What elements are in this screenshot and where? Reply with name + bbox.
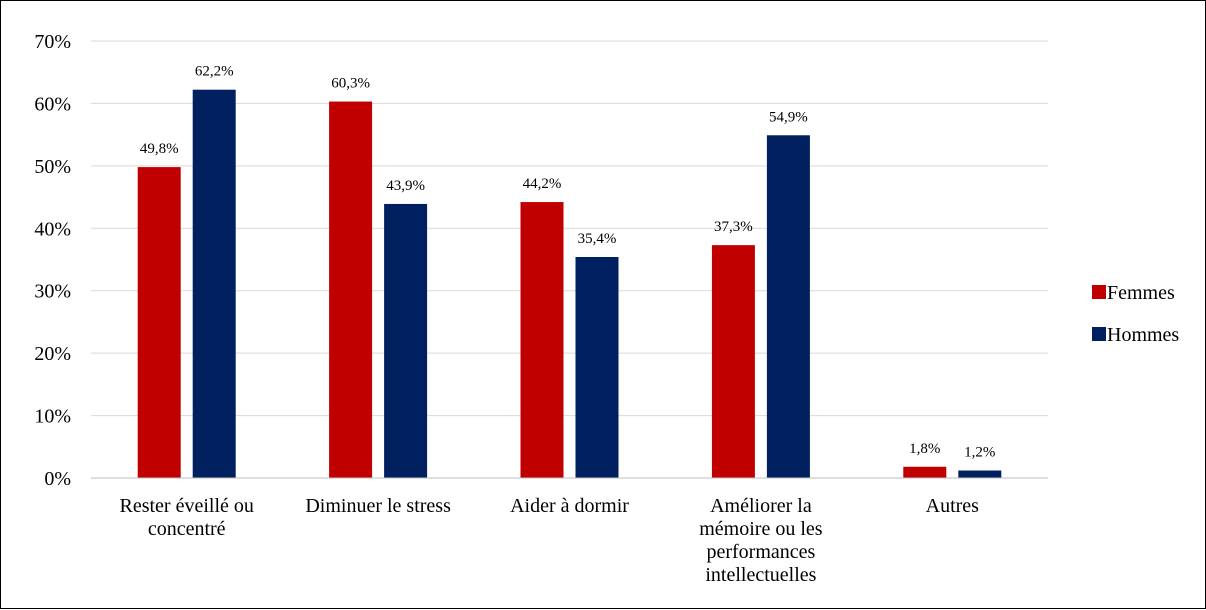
y-tick-label: 0% bbox=[44, 468, 71, 490]
category-label-line: concentré bbox=[148, 518, 226, 540]
y-tick-label: 30% bbox=[34, 281, 71, 303]
data-label: 54,9% bbox=[769, 109, 808, 125]
category-label-line: performances bbox=[706, 541, 815, 563]
category-label-line: Aider à dormir bbox=[510, 495, 629, 517]
x-axis: Rester éveillé ou concentré Diminuer le st… bbox=[91, 477, 1048, 586]
y-axis: 0% 10% 20% 30% 40% 50% 60% 70% bbox=[34, 31, 71, 490]
bar-femmes bbox=[520, 202, 564, 478]
data-label: 37,3% bbox=[714, 219, 753, 235]
data-label: 43,9% bbox=[386, 178, 425, 194]
data-label: 1,8% bbox=[909, 441, 940, 457]
category-label-line: Améliorer la bbox=[710, 495, 812, 517]
y-tick-label: 10% bbox=[34, 406, 71, 428]
bar-femmes bbox=[903, 466, 947, 478]
category-label: Améliorer la mémoire ou les performances in… bbox=[699, 495, 823, 586]
data-label: 49,8% bbox=[140, 141, 179, 157]
category-label: Rester éveillé ou concentré bbox=[119, 495, 253, 540]
bar-hommes bbox=[384, 203, 428, 478]
category-label-line: Autres bbox=[926, 495, 980, 517]
legend: Femmes Hommes bbox=[1092, 282, 1179, 346]
category-label: Autres bbox=[926, 495, 980, 517]
category-label: Diminuer le stress bbox=[305, 495, 451, 517]
y-tick-label: 70% bbox=[34, 31, 71, 53]
category-label: Aider à dormir bbox=[510, 495, 629, 517]
bar-hommes bbox=[766, 135, 810, 478]
bar-femmes bbox=[329, 101, 373, 478]
bar-hommes bbox=[575, 257, 619, 478]
bar-femmes bbox=[711, 245, 755, 478]
category-label-line: intellectuelles bbox=[705, 564, 816, 586]
bars bbox=[137, 89, 1002, 479]
data-label: 1,2% bbox=[964, 445, 995, 461]
legend-label: Hommes bbox=[1107, 324, 1179, 346]
gridlines bbox=[91, 40, 1048, 417]
data-label: 44,2% bbox=[523, 176, 562, 192]
legend-swatch-hommes bbox=[1092, 327, 1106, 341]
data-label: 35,4% bbox=[578, 231, 617, 247]
data-label: 62,2% bbox=[195, 64, 234, 80]
y-tick-label: 50% bbox=[34, 156, 71, 178]
y-tick-label: 60% bbox=[34, 93, 71, 115]
category-label-line: Rester éveillé ou bbox=[119, 495, 253, 517]
category-label-line: Diminuer le stress bbox=[305, 495, 451, 517]
bar-femmes bbox=[137, 167, 181, 478]
bar-hommes bbox=[958, 470, 1002, 478]
category-label-line: mémoire ou les bbox=[699, 518, 823, 540]
bar-hommes bbox=[192, 89, 236, 479]
legend-swatch-femmes bbox=[1092, 285, 1106, 299]
data-label: 60,3% bbox=[331, 76, 370, 92]
y-tick-label: 40% bbox=[34, 218, 71, 240]
y-tick-label: 20% bbox=[34, 343, 71, 365]
legend-label: Femmes bbox=[1107, 282, 1175, 304]
data-labels: 49,8% 62,2% 60,3% 43,9% 44,2% 35,4% 37,3% 54,9%… bbox=[140, 64, 996, 461]
